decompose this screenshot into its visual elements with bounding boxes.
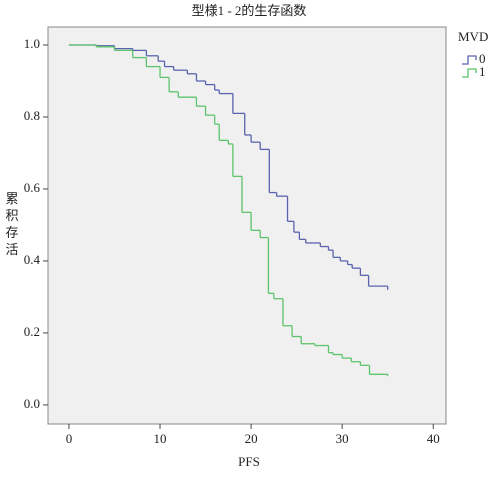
legend-swatch (462, 55, 477, 65)
x-tick-label: 0 (66, 431, 73, 446)
legend-title: MVD (458, 29, 488, 44)
y-tick-label: 0.2 (24, 324, 40, 339)
y-tick-label: 0.0 (24, 396, 40, 411)
y-tick-label: 0.4 (24, 252, 41, 267)
x-tick-label: 10 (154, 431, 167, 446)
y-axis-label-text: 累积存活 (5, 191, 18, 257)
x-tick-label: 20 (245, 431, 258, 446)
plot-area (47, 26, 447, 425)
x-axis-label: PFS (238, 454, 260, 469)
legend-label: 0 (479, 51, 486, 66)
y-axis-label: 累积存活 (5, 191, 18, 257)
x-tick-label: 40 (427, 431, 440, 446)
y-tick-label: 0.6 (24, 180, 41, 195)
x-tick-label: 30 (336, 431, 349, 446)
y-tick-label: 0.8 (24, 108, 40, 123)
legend-swatch (462, 68, 477, 78)
legend-label: 1 (479, 64, 486, 79)
chart-title: 型様1 - 2的生存函数 (192, 3, 307, 18)
y-tick-label: 1.0 (24, 36, 40, 51)
